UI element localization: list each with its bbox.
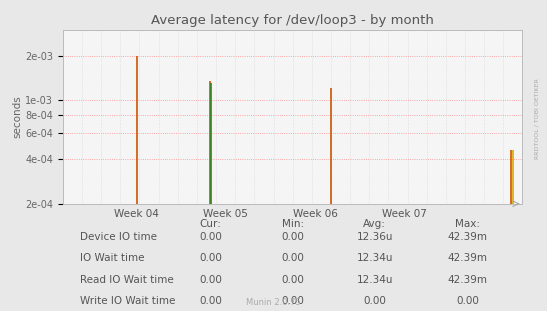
Text: Write IO Wait time: Write IO Wait time: [80, 296, 176, 306]
Text: 0.00: 0.00: [199, 253, 222, 263]
Text: 12.34u: 12.34u: [357, 275, 393, 285]
Text: 0.00: 0.00: [281, 232, 304, 242]
Text: IO Wait time: IO Wait time: [80, 253, 145, 263]
Text: 0.00: 0.00: [363, 296, 386, 306]
Text: Munin 2.0.75: Munin 2.0.75: [246, 298, 301, 307]
Text: Min:: Min:: [282, 219, 304, 229]
Text: 0.00: 0.00: [199, 232, 222, 242]
Text: Avg:: Avg:: [363, 219, 386, 229]
Text: 42.39m: 42.39m: [447, 275, 488, 285]
Text: Read IO Wait time: Read IO Wait time: [80, 275, 174, 285]
Text: Device IO time: Device IO time: [80, 232, 158, 242]
Text: 0.00: 0.00: [281, 253, 304, 263]
Y-axis label: seconds: seconds: [13, 95, 22, 138]
Text: Max:: Max:: [455, 219, 480, 229]
Text: 12.34u: 12.34u: [357, 253, 393, 263]
Text: 0.00: 0.00: [456, 296, 479, 306]
Text: 0.00: 0.00: [199, 275, 222, 285]
Text: 0.00: 0.00: [281, 275, 304, 285]
Text: 42.39m: 42.39m: [447, 232, 488, 242]
Text: RRDTOOL / TOBI OETIKER: RRDTOOL / TOBI OETIKER: [535, 78, 540, 159]
Text: Cur:: Cur:: [200, 219, 222, 229]
Text: 0.00: 0.00: [199, 296, 222, 306]
Title: Average latency for /dev/loop3 - by month: Average latency for /dev/loop3 - by mont…: [151, 14, 434, 27]
Text: 0.00: 0.00: [281, 296, 304, 306]
Text: 42.39m: 42.39m: [447, 253, 488, 263]
Text: 12.36u: 12.36u: [357, 232, 393, 242]
